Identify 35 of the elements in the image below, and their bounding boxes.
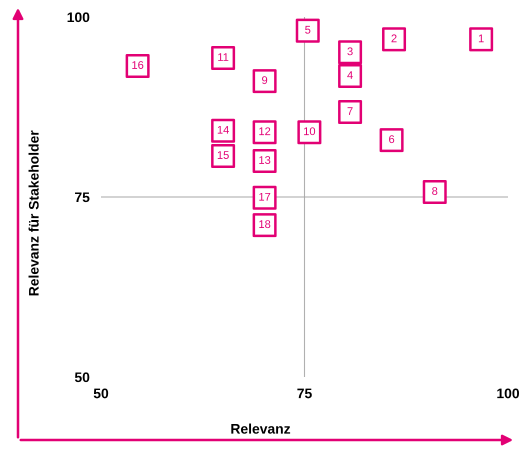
annotation: 14 (218, 126, 229, 134)
point (338, 100, 362, 124)
annotation: 15 (218, 151, 229, 159)
x-axis-title: Relevanz (231, 424, 290, 434)
annotation: 8 (432, 187, 438, 195)
y-axis-title: Relevanz für Stakeholder (28, 130, 39, 296)
y-tick-label: 50 (74, 372, 90, 382)
annotation: 11 (218, 53, 228, 61)
annotation: 13 (259, 156, 270, 164)
annotation: 1 (478, 34, 484, 42)
annotation: 17 (259, 192, 270, 201)
annotation: 10 (304, 127, 316, 136)
annotation: 7 (348, 107, 353, 115)
annotation: 18 (259, 220, 270, 228)
y-tick-label: 100 (68, 12, 90, 22)
point (422, 180, 447, 204)
annotation: 6 (389, 135, 394, 144)
annotation: 4 (347, 71, 353, 79)
annotation: 16 (132, 61, 144, 69)
x-tick-label: 75 (297, 388, 312, 398)
x-tick-label: 50 (94, 388, 108, 398)
annotation: 5 (305, 26, 310, 34)
annotation: 2 (392, 34, 397, 42)
annotation: 9 (262, 76, 268, 84)
point (252, 69, 277, 94)
x-tick-label: 100 (497, 388, 520, 398)
point (469, 27, 494, 52)
point (382, 27, 406, 52)
point (338, 64, 362, 88)
annotation: 12 (259, 127, 270, 136)
point (296, 18, 320, 43)
annotation: 3 (347, 47, 353, 56)
y-tick-label: 75 (75, 192, 90, 202)
point (380, 128, 404, 152)
point (338, 40, 362, 64)
